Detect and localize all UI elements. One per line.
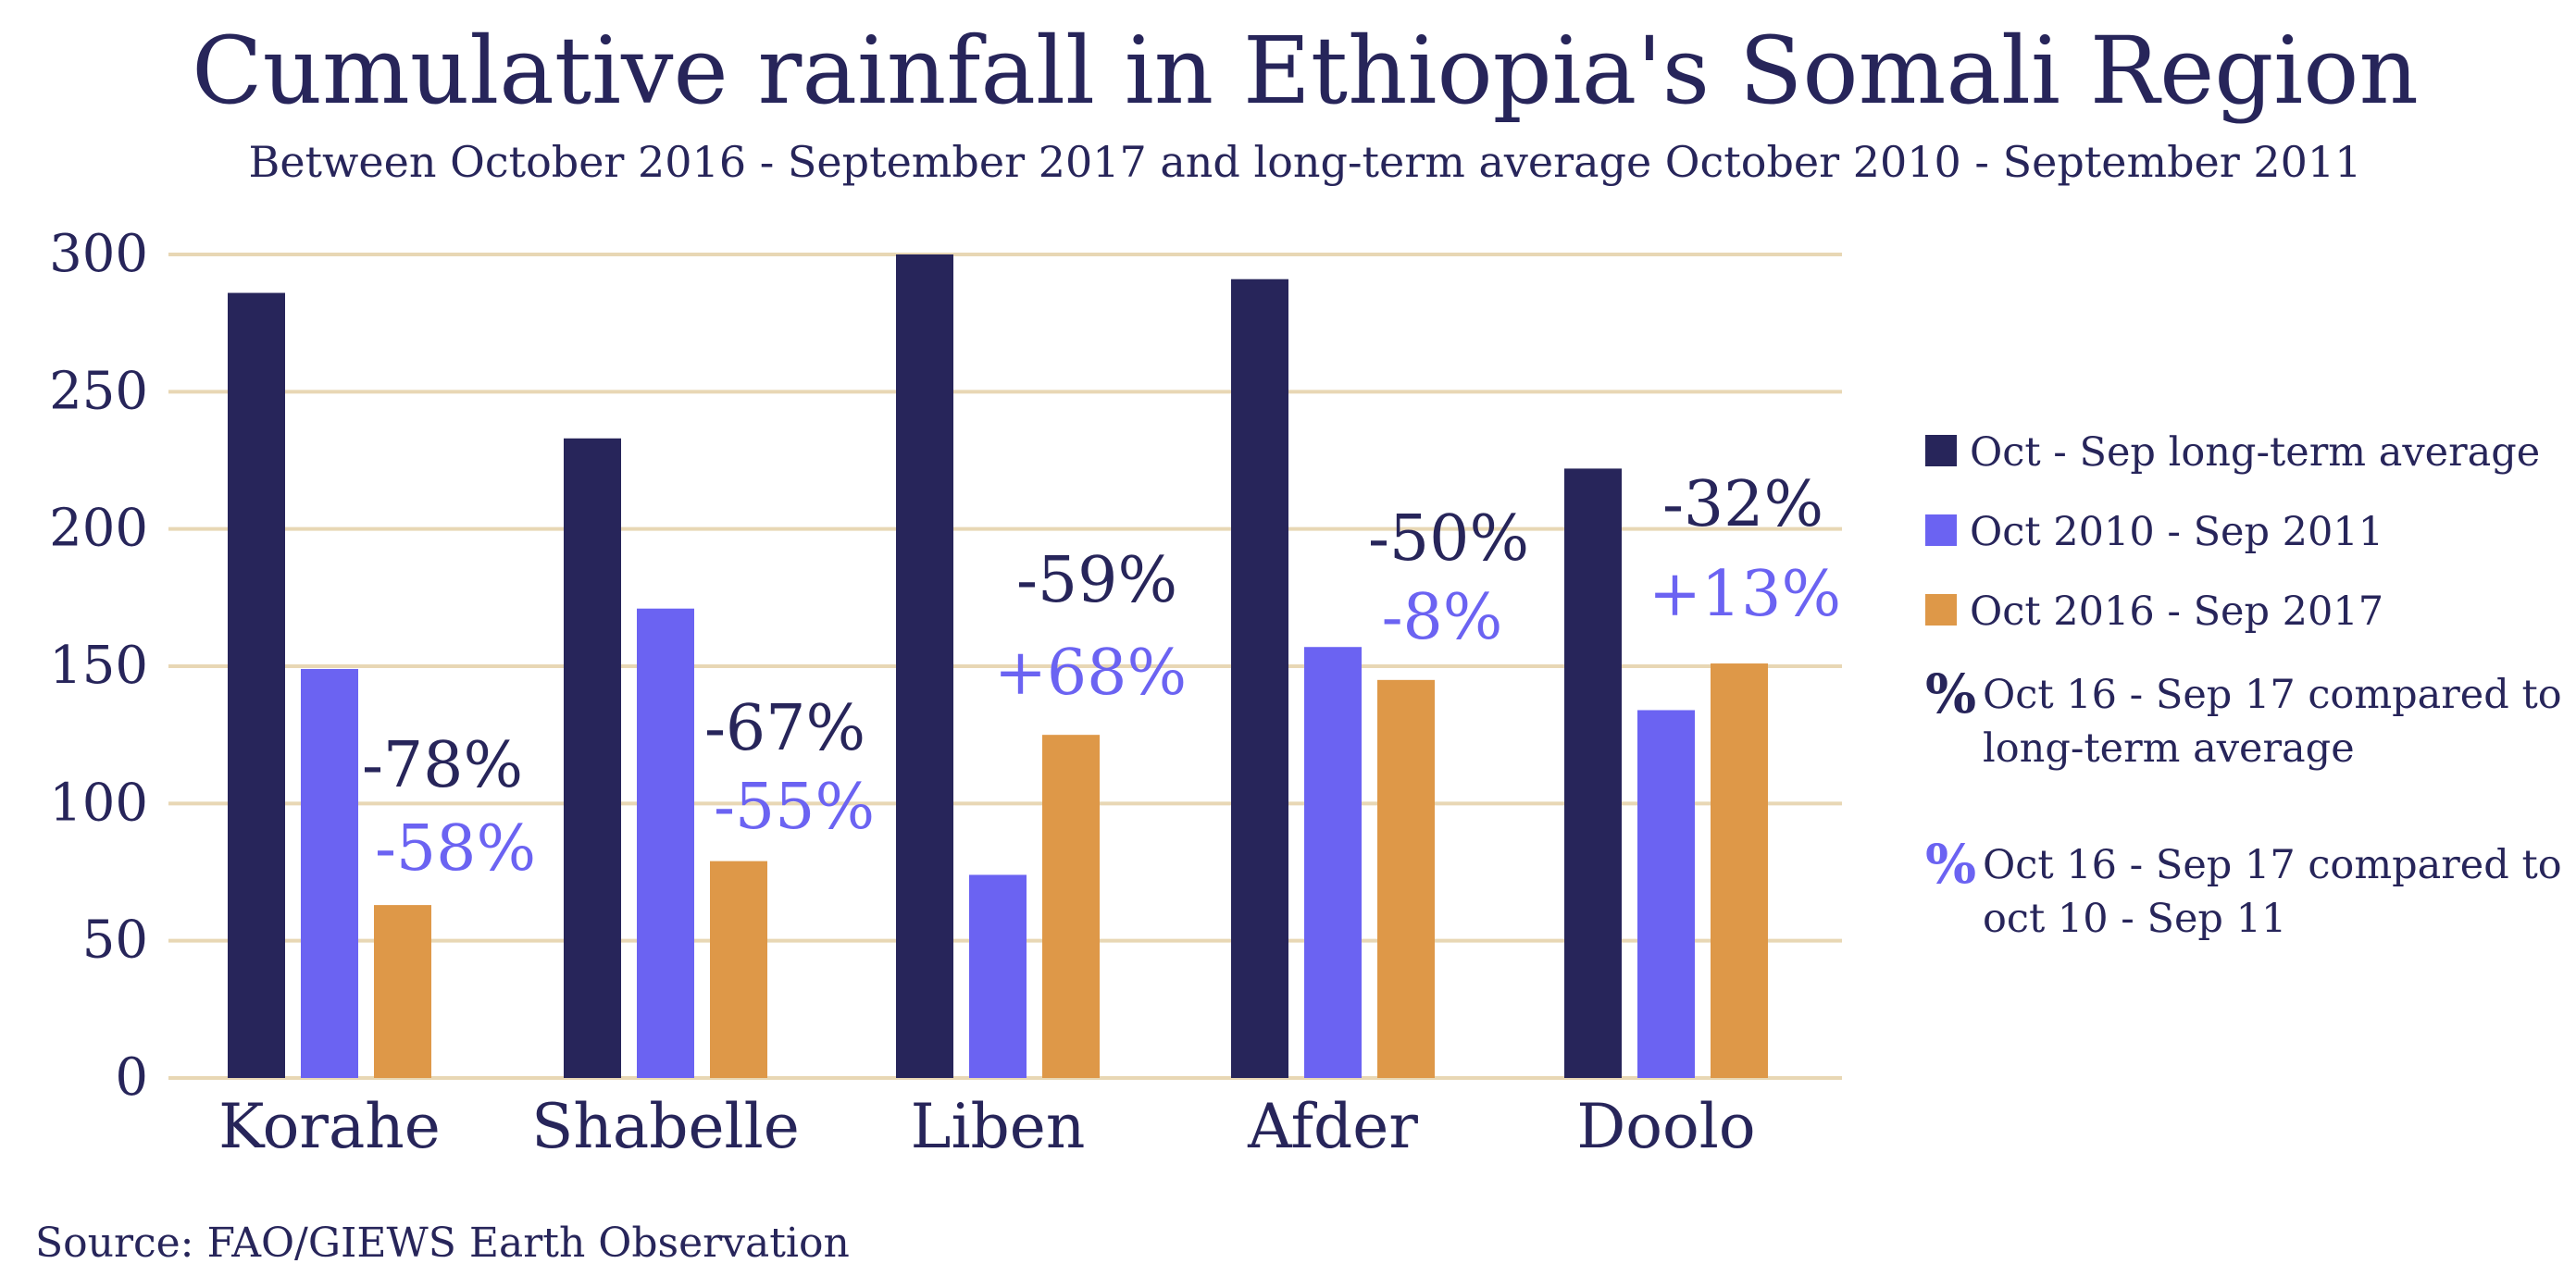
y-tick-label: 100 — [49, 773, 148, 833]
legend-note-vs-long-term: Oct 16 - Sep 17 compared to long-term av… — [1983, 672, 2562, 772]
grid-lines — [168, 253, 1842, 1080]
bar-korahe-s2 — [374, 905, 431, 1078]
bar-liben-s1 — [969, 874, 1027, 1078]
y-tick-label: 0 — [115, 1047, 148, 1108]
x-tick-label: Doolo — [1576, 1091, 1755, 1162]
annotation-vs-long-term: -32% — [1662, 468, 1823, 541]
x-tick-label: Korahe — [218, 1091, 441, 1162]
legend-pct-light: % — [1925, 833, 1977, 896]
bar-afder-s2 — [1377, 679, 1435, 1078]
x-tick-label: Afder — [1247, 1091, 1418, 1162]
y-tick-label: 150 — [49, 636, 148, 696]
bars — [228, 254, 1768, 1078]
annotation-vs-long-term: -50% — [1368, 502, 1529, 576]
legend-note-vs-2010-2011: Oct 16 - Sep 17 compared to oct 10 - Sep… — [1983, 842, 2562, 942]
x-tick-label: Shabelle — [531, 1091, 800, 1162]
annotation-vs-2010-2011: -8% — [1382, 581, 1503, 654]
source-note: Source: FAO/GIEWS Earth Observation — [35, 1220, 850, 1267]
legend-swatch-2010-2011 — [1925, 514, 1957, 546]
change-annotations: -78% -67% -59% -50% -32% -58% -55% +68% -8% +13% — [362, 468, 1841, 886]
bar-shabelle-s0 — [564, 438, 621, 1078]
y-tick-label: 50 — [82, 911, 148, 971]
bar-shabelle-s2 — [710, 861, 767, 1078]
y-tick-label: 250 — [49, 361, 148, 421]
annotation-vs-long-term: -67% — [704, 692, 865, 765]
chart-subtitle: Between October 2016 - September 2017 an… — [248, 137, 2362, 187]
y-tick-label: 300 — [49, 224, 148, 284]
annotation-vs-2010-2011: +13% — [1649, 558, 1841, 631]
annotation-vs-2010-2011: -58% — [375, 812, 536, 886]
annotation-vs-long-term: -78% — [362, 729, 523, 802]
annotation-vs-2010-2011: +68% — [994, 637, 1187, 710]
bar-doolo-s2 — [1711, 663, 1768, 1078]
annotation-vs-2010-2011: -55% — [714, 771, 875, 844]
bar-liben-s0 — [896, 254, 953, 1078]
legend-label-long-term: Oct - Sep long-term average — [1970, 429, 2541, 476]
bar-liben-s2 — [1042, 735, 1100, 1078]
bar-doolo-s0 — [1564, 468, 1622, 1078]
bar-shabelle-s1 — [637, 608, 694, 1078]
bar-afder-s0 — [1231, 279, 1288, 1078]
legend-swatch-long-term — [1925, 435, 1957, 466]
legend-pct-dark: % — [1925, 663, 1977, 725]
y-axis-ticks: 0 50 100 150 200 250 300 — [49, 224, 148, 1108]
x-axis-ticks: Korahe Shabelle Liben Afder Doolo — [218, 1091, 1755, 1162]
bar-korahe-s1 — [301, 668, 358, 1078]
annotation-vs-long-term: -59% — [1016, 544, 1177, 617]
legend-label-2016-2017: Oct 2016 - Sep 2017 — [1970, 588, 2384, 635]
bar-afder-s1 — [1304, 647, 1362, 1078]
bar-korahe-s0 — [228, 292, 285, 1078]
y-tick-label: 200 — [49, 499, 148, 559]
x-tick-label: Liben — [911, 1091, 1086, 1162]
legend-label-2010-2011: Oct 2010 - Sep 2011 — [1970, 509, 2384, 555]
bar-doolo-s1 — [1637, 710, 1695, 1078]
chart-title: Cumulative rainfall in Ethiopia's Somali… — [192, 17, 2419, 125]
legend-swatch-2016-2017 — [1925, 594, 1957, 626]
